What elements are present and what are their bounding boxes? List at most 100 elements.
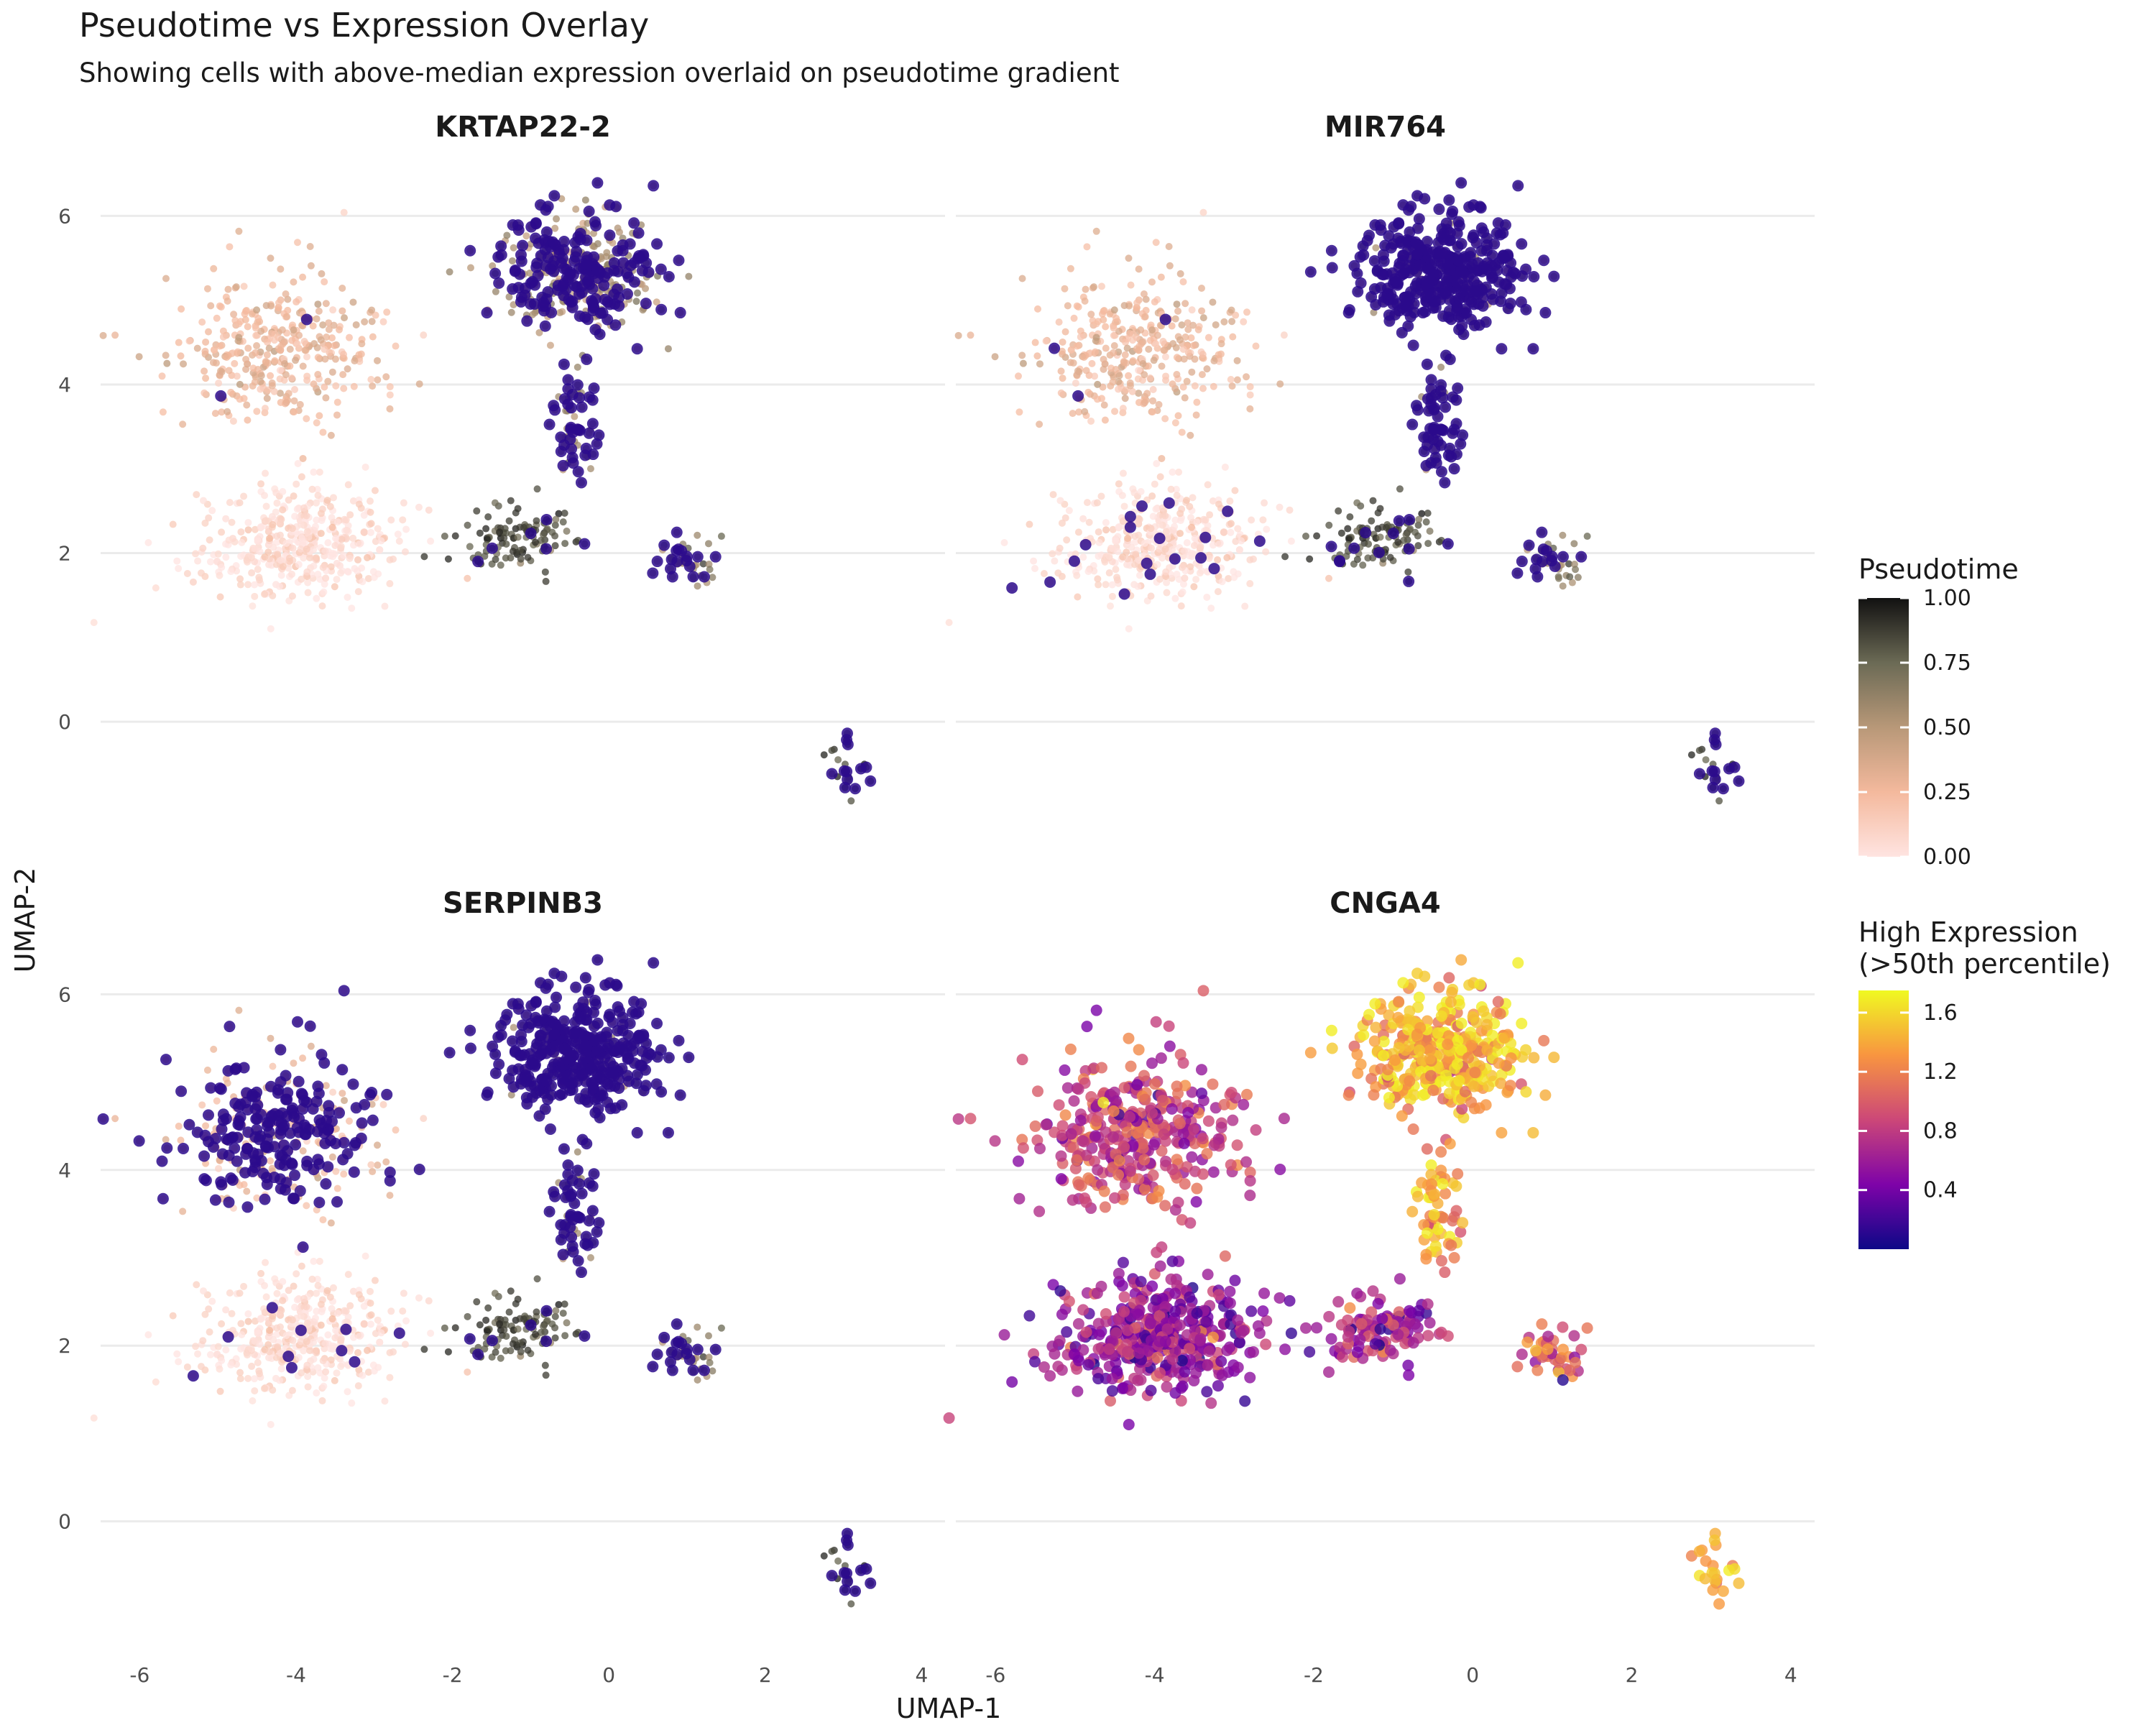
cell-point [263, 351, 271, 359]
cell-point [374, 1316, 382, 1324]
high-expression-point [1169, 553, 1181, 565]
cell-point [270, 387, 278, 395]
cell-point [551, 532, 559, 540]
high-expression-point [865, 775, 877, 787]
cell-point [1220, 528, 1228, 536]
cell-point [1070, 314, 1078, 322]
cell-point [476, 1321, 484, 1329]
high-expression-point [1426, 392, 1438, 404]
high-expression-point [1424, 288, 1437, 300]
high-expression-point [1428, 421, 1440, 433]
cell-point [509, 1340, 517, 1348]
cell-point [210, 264, 218, 272]
cell-point [328, 1315, 336, 1322]
high-expression-point [1325, 540, 1337, 553]
cell-point [374, 356, 382, 364]
cell-point [1152, 239, 1160, 247]
cell-point [377, 1329, 385, 1337]
cell-point [1058, 347, 1066, 355]
high-expression-point [628, 217, 640, 229]
cell-point [248, 1362, 256, 1370]
cell-point [1359, 561, 1367, 569]
cell-point [244, 1374, 252, 1382]
cell-point [1566, 573, 1574, 581]
cell-point [1179, 383, 1187, 391]
cell-point [1151, 298, 1158, 306]
cell-point [505, 1308, 513, 1316]
cell-point [175, 1358, 183, 1366]
cell-point [350, 382, 358, 390]
high-expression-point [1044, 576, 1056, 588]
cell-point [216, 593, 224, 601]
cell-point [314, 300, 322, 308]
cell-point [364, 574, 372, 582]
cell-point [1263, 525, 1271, 533]
high-expression-point [663, 271, 675, 283]
high-expression-point [1424, 272, 1436, 284]
cell-point [392, 342, 400, 350]
cell-point [371, 1276, 379, 1284]
high-expression-point [1141, 557, 1153, 569]
cell-point [303, 528, 311, 535]
cell-point [381, 602, 389, 610]
high-expression-point [561, 272, 573, 284]
high-expression-point [1411, 404, 1424, 416]
cell-point [267, 372, 275, 380]
cell-point [967, 331, 975, 339]
cell-point [216, 1387, 224, 1395]
cell-point [162, 275, 170, 282]
cell-point [1135, 390, 1143, 397]
cell-point [331, 541, 339, 549]
cell-point [328, 1305, 336, 1312]
cell-point [232, 283, 240, 291]
high-expression-point [545, 306, 558, 318]
cell-point [279, 488, 287, 496]
cell-point [1414, 532, 1422, 540]
cell-point [1158, 362, 1166, 370]
cell-point [317, 530, 325, 538]
cell-point [236, 1375, 244, 1383]
cell-point [1261, 499, 1268, 507]
high-expression-point [1575, 551, 1588, 563]
cell-point [1215, 351, 1222, 359]
cell-point [510, 244, 517, 252]
cell-point [473, 507, 481, 515]
cell-point [367, 1161, 375, 1169]
plot-title: Pseudotime vs Expression Overlay [79, 6, 650, 45]
cell-point [284, 295, 292, 303]
cell-point [367, 1300, 374, 1307]
cell-point [1184, 326, 1192, 334]
cell-point [367, 528, 374, 536]
cell-point [507, 1287, 515, 1295]
cell-point [1194, 326, 1202, 334]
cell-point [247, 553, 255, 561]
cell-point [1574, 574, 1582, 581]
cell-point [415, 503, 423, 511]
cell-point [321, 278, 328, 286]
high-expression-point [1387, 528, 1399, 540]
high-expression-point [1451, 277, 1463, 289]
high-expression-point [1480, 316, 1492, 328]
cell-point [1110, 349, 1118, 356]
cell-point [305, 533, 313, 541]
cell-point [387, 516, 395, 524]
cell-point [559, 1310, 567, 1317]
high-expression-point [133, 1135, 145, 1147]
cell-point [368, 306, 376, 314]
cell-point [1209, 298, 1217, 306]
cell-point [214, 1343, 222, 1351]
cell-point [1231, 487, 1239, 494]
cell-point [1162, 568, 1170, 576]
cell-point [379, 1100, 387, 1108]
cell-point [1148, 492, 1156, 500]
cell-point [1227, 306, 1235, 314]
cell-point [1075, 408, 1083, 416]
high-expression-point [1163, 497, 1175, 509]
cell-point [344, 593, 351, 601]
cell-point [333, 1310, 341, 1317]
cell-point [175, 339, 183, 346]
cell-point [1100, 316, 1107, 323]
cell-point [376, 546, 384, 554]
high-expression-point [1411, 249, 1423, 261]
cell-point [333, 411, 341, 419]
